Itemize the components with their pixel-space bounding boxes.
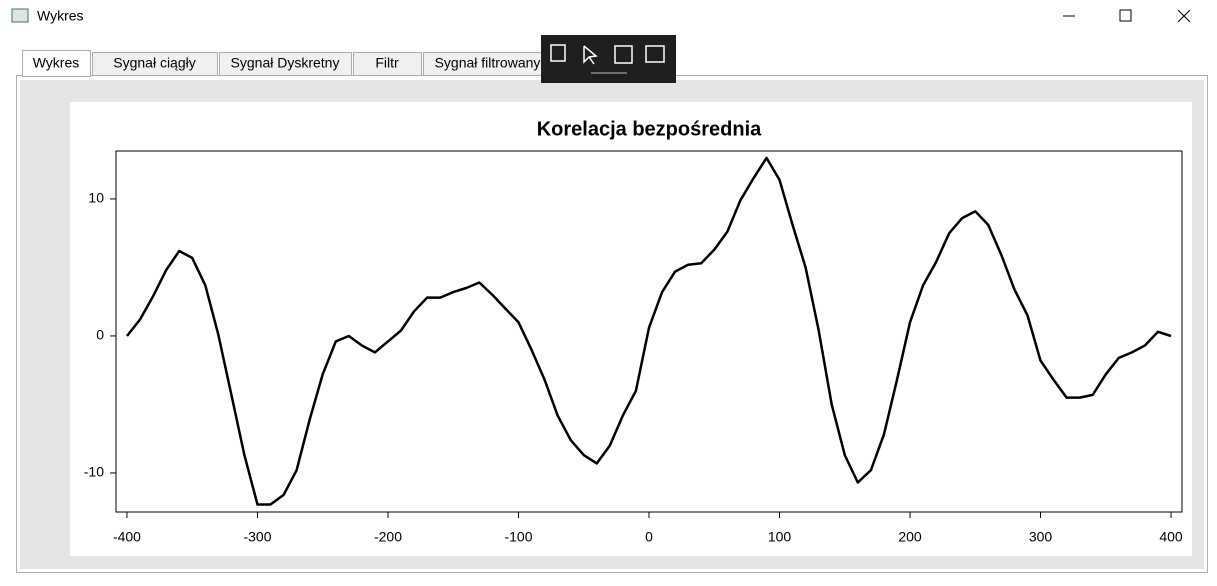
x-tick-label: -400 <box>113 529 141 545</box>
maximize-button[interactable] <box>1119 9 1132 22</box>
y-tick-label: -10 <box>84 464 104 480</box>
x-tick-label: 200 <box>898 529 922 545</box>
x-tick-label: -100 <box>504 529 532 545</box>
toolbar-icon[interactable] <box>583 45 598 65</box>
debug-toolbar <box>541 35 676 83</box>
window-title: Wykres <box>37 8 84 24</box>
toolbar-icon[interactable] <box>550 44 566 62</box>
tab[interactable] <box>92 52 218 76</box>
x-tick-label: 100 <box>768 529 792 545</box>
toolbar-icon[interactable] <box>614 45 633 64</box>
tab[interactable] <box>219 52 352 76</box>
chart-title: Korelacja bezpośrednia <box>537 118 762 140</box>
app-icon <box>11 8 29 23</box>
tab-label: Sygnał filtrowany <box>435 55 541 71</box>
tab-label: Wykres <box>33 55 80 71</box>
y-tick-label: 10 <box>88 190 104 206</box>
x-tick-label: 0 <box>645 529 653 545</box>
x-tick-label: -200 <box>374 529 402 545</box>
x-tick-label: 400 <box>1159 529 1183 545</box>
tab-label: Sygnał Dyskretny <box>231 55 340 71</box>
toolbar-icon[interactable] <box>645 45 665 63</box>
tab-label: Filtr <box>375 55 399 71</box>
close-button[interactable] <box>1177 9 1191 23</box>
chart-panel <box>70 102 1192 556</box>
x-tick-label: 300 <box>1029 529 1053 545</box>
tab-label: Sygnał ciągły <box>113 55 196 71</box>
x-tick-label: -300 <box>243 529 271 545</box>
y-tick-label: 0 <box>96 327 104 343</box>
data-line <box>126 156 1172 506</box>
tab[interactable] <box>22 50 91 77</box>
tab[interactable] <box>353 52 422 76</box>
